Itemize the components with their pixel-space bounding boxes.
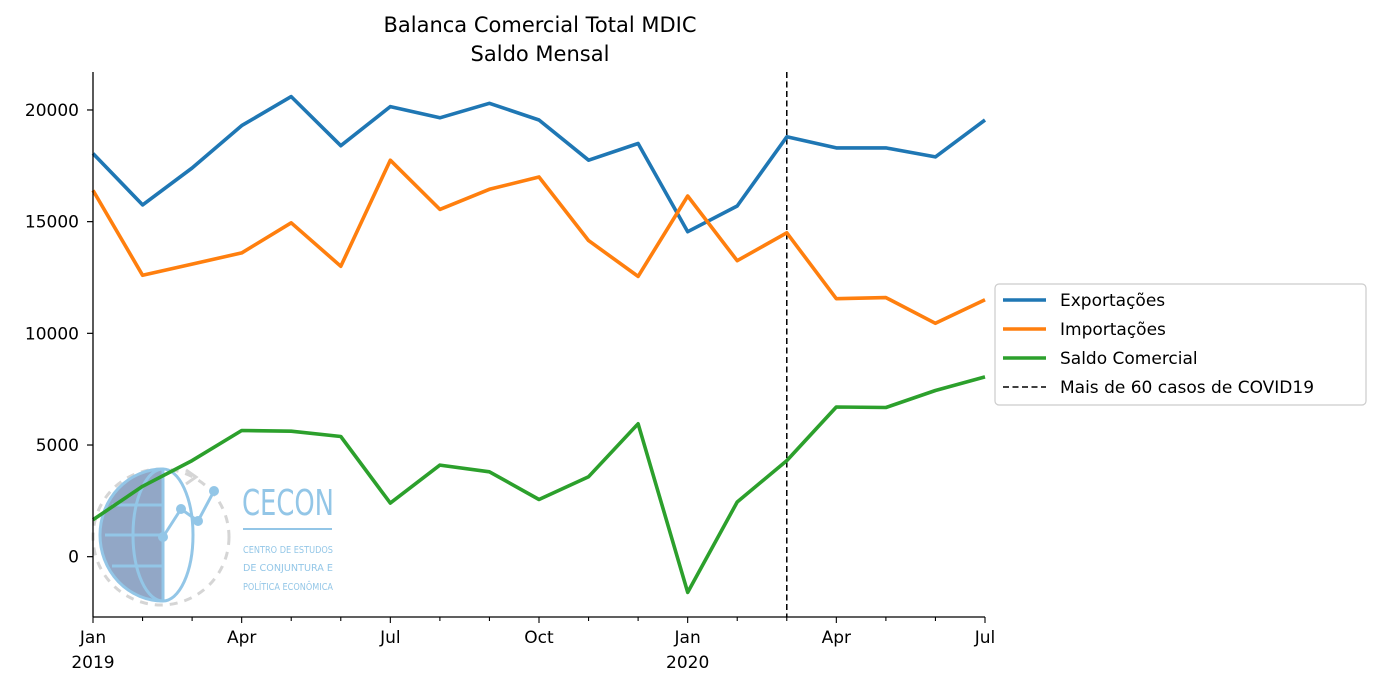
- series-line-importacoes: [91, 158, 986, 326]
- series-line-saldo-comercial: [91, 375, 986, 595]
- chart-title: Balanca Comercial Total MDIC: [383, 13, 696, 37]
- x-axis: Jan 2019 Apr Jul Oct Jan 2020 Apr Jul: [71, 617, 995, 673]
- x-tick-label: Jan: [674, 628, 701, 648]
- legend-frame: [994, 283, 1367, 406]
- x-tick-sublabel: 2019: [71, 653, 114, 673]
- x-tick-label: Jul: [974, 628, 996, 648]
- x-tick-label: Oct: [524, 628, 554, 648]
- legend-label: Exportações: [1060, 291, 1165, 311]
- legend-label: Importações: [1060, 320, 1166, 340]
- x-tick-sublabel: 2020: [666, 653, 709, 673]
- y-axis: 0 5000 10000 15000 20000: [25, 101, 93, 568]
- legend-label: Mais de 60 casos de COVID19: [1060, 378, 1314, 398]
- logo-name: CECON: [242, 483, 334, 524]
- logo-line-1: CENTRO DE ESTUDOS: [243, 545, 333, 556]
- x-tick-label: Apr: [822, 628, 851, 648]
- series-line-exportacoes: [91, 94, 987, 234]
- series-layer: [91, 94, 987, 595]
- logo-line-2: DE CONJUNTURA E: [243, 563, 333, 574]
- chart-subtitle: Saldo Mensal: [471, 42, 610, 66]
- logo-line-3: POLÍTICA ECONÔMICA: [243, 580, 333, 593]
- y-tick-label: 10000: [25, 324, 79, 344]
- legend-label: Saldo Comercial: [1060, 349, 1198, 369]
- globe-icon: [91, 467, 231, 607]
- y-tick-label: 0: [68, 548, 79, 568]
- y-tick-label: 5000: [36, 436, 79, 456]
- x-tick-label: Jan: [79, 628, 106, 648]
- y-tick-label: 15000: [25, 213, 79, 233]
- x-tick-label: Jul: [379, 628, 401, 648]
- legend: Exportações Importações Saldo Comercial Mai…: [994, 283, 1367, 406]
- x-tick-label: Apr: [227, 628, 256, 648]
- y-tick-label: 20000: [25, 101, 79, 121]
- cecon-logo: CECON CENTRO DE ESTUDOS DE CONJUNTURA E …: [91, 467, 334, 607]
